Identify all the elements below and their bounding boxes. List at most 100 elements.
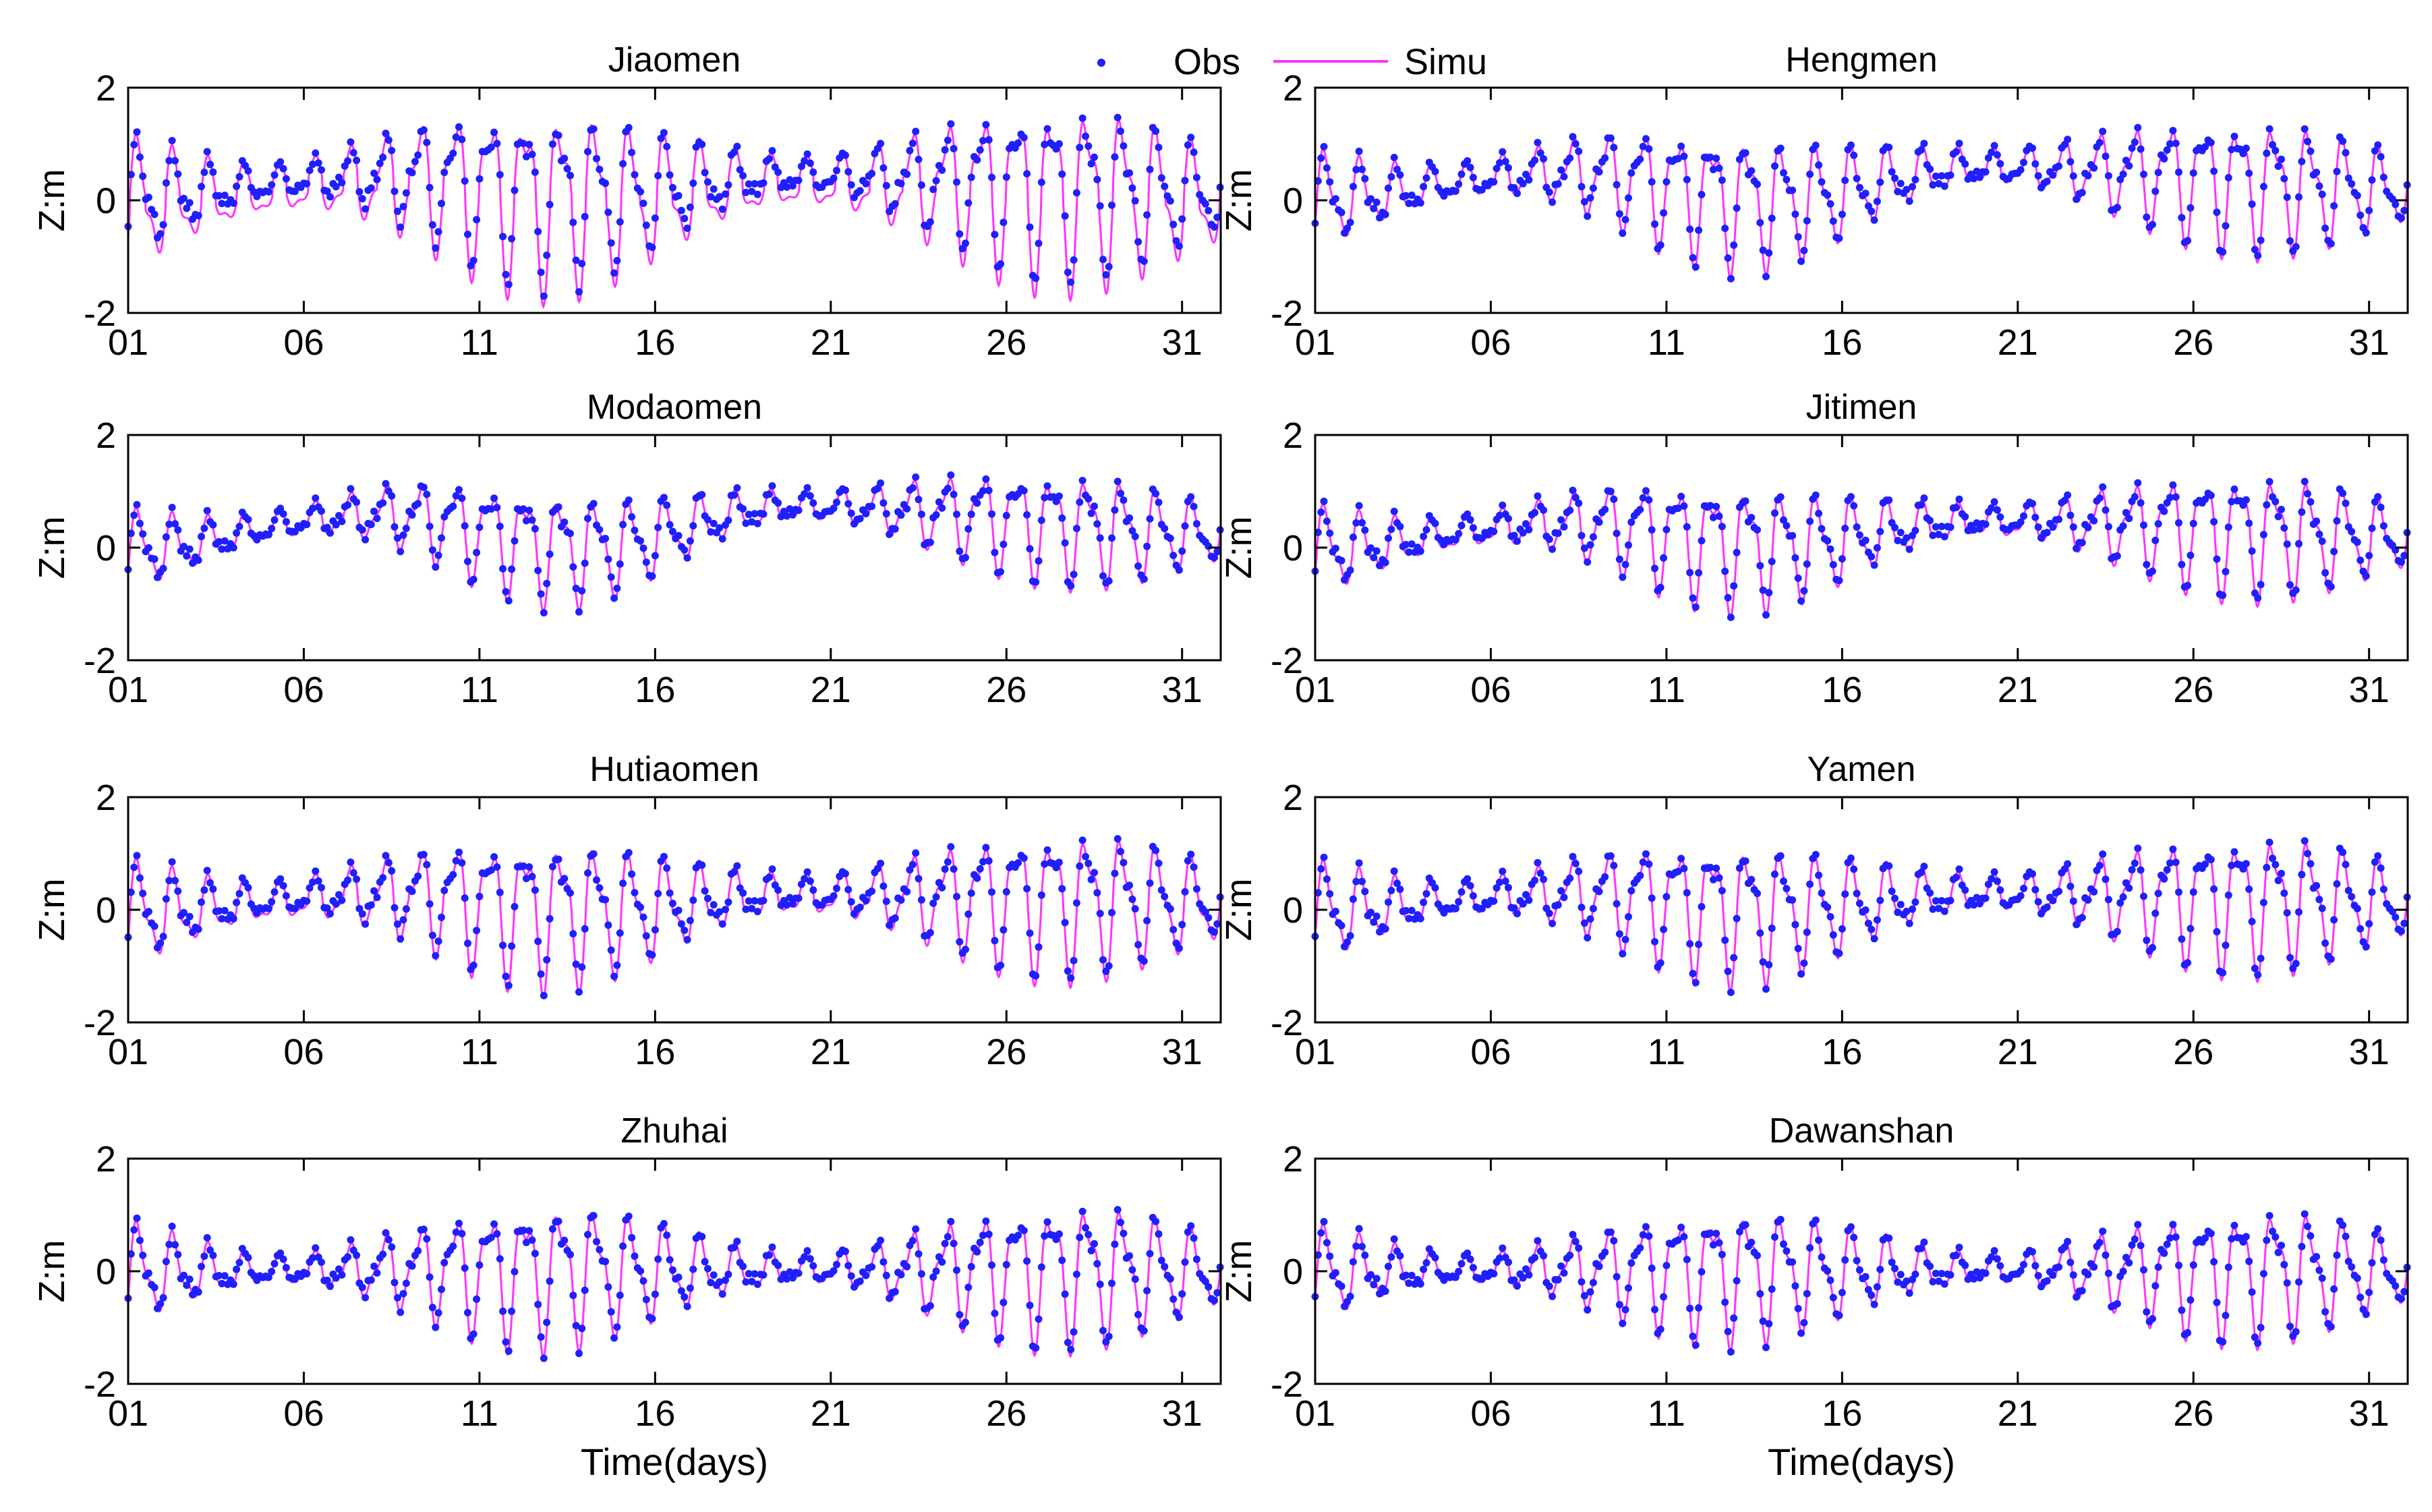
obs-point [1727,613,1735,621]
obs-point [1841,890,1849,898]
obs-point [1490,1270,1498,1278]
obs-point [631,526,639,534]
obs-point [1352,1242,1360,1250]
obs-point [681,1293,689,1301]
obs-point [786,894,794,902]
obs-point [519,140,527,148]
obs-point [2318,190,2326,198]
obs-point [2090,888,2098,896]
obs-point [2248,1288,2256,1296]
obs-point [1625,541,1632,549]
obs-point [2104,523,2112,531]
obs-point [1490,178,1498,186]
obs-point [1416,547,1424,555]
obs-point [1387,525,1395,533]
obs-point [862,897,870,904]
obs-point [929,899,937,907]
obs-point [2169,127,2177,135]
obs-point [379,1250,387,1258]
x-tick-label: 31 [1162,1393,1203,1434]
obs-point [473,927,481,935]
obs-point [1794,945,1802,952]
obs-point [844,885,852,894]
obs-point [689,896,697,904]
x-axis-label: Time(days) [1768,1441,1955,1483]
obs-point [1181,177,1189,185]
obs-point [698,861,706,869]
obs-point [2315,182,2323,190]
x-tick-label: 26 [2173,322,2213,363]
obs-point [602,1258,610,1266]
obs-point [2280,889,2288,897]
obs-point [1146,1250,1154,1258]
obs-point [1855,183,1863,192]
obs-point [1178,215,1186,223]
obs-point [575,288,583,296]
x-tick-label: 16 [635,322,675,363]
obs-point [1674,867,1682,875]
obs-point [367,521,375,529]
obs-point [718,205,726,213]
obs-point [730,491,739,499]
obs-point [1422,526,1430,534]
obs-point [1765,1320,1773,1328]
obs-point [270,516,279,524]
obs-point [2321,1308,2329,1316]
obs-point [710,185,718,193]
obs-point [546,550,554,558]
obs-point [1190,1234,1198,1242]
obs-point [1662,525,1671,533]
obs-point [546,200,554,208]
obs-point [962,554,969,562]
obs-point [2031,513,2039,521]
obs-point [1606,1228,1615,1236]
obs-point [683,935,691,943]
obs-point [1868,207,1876,215]
obs-point [1803,560,1811,568]
obs-point [1724,1328,1732,1335]
obs-point [428,1304,436,1312]
obs-point [1455,1268,1463,1275]
obs-point [908,140,917,147]
panel-title: Yamen [1807,750,1916,789]
obs-point [2362,943,2370,951]
obs-point [399,531,407,539]
obs-point [1093,175,1101,183]
obs-point [1613,900,1621,908]
obs-point [689,522,697,530]
obs-point [2269,1227,2276,1235]
obs-point [2060,1243,2068,1251]
obs-point [1128,1266,1136,1274]
obs-point [677,1287,685,1295]
obs-point [1513,190,1521,198]
obs-point [856,515,864,523]
obs-point [2151,536,2160,544]
obs-point [844,168,852,176]
obs-point [891,525,899,533]
obs-point [677,206,685,214]
obs-point [759,179,768,187]
obs-point [1078,114,1087,122]
obs-point [2201,1234,2209,1242]
obs-point [1754,180,1761,188]
obs-point [1765,249,1773,257]
obs-point [1850,1233,1858,1242]
obs-point [2298,508,2306,516]
obs-point [1211,1296,1218,1304]
obs-point [1639,494,1647,502]
obs-point [578,260,586,268]
obs-point [1181,888,1189,896]
obs-point [1601,1248,1609,1256]
obs-point [1783,1247,1791,1255]
obs-point [1636,155,1644,163]
obs-point [2251,245,2259,254]
obs-point [2140,1266,2147,1274]
obs-point [1058,514,1066,522]
obs-point [1759,1317,1767,1325]
obs-point [1917,1244,1926,1252]
obs-point [282,892,290,900]
obs-point [373,1269,381,1277]
obs-point [613,1323,621,1331]
obs-point [2398,558,2405,566]
